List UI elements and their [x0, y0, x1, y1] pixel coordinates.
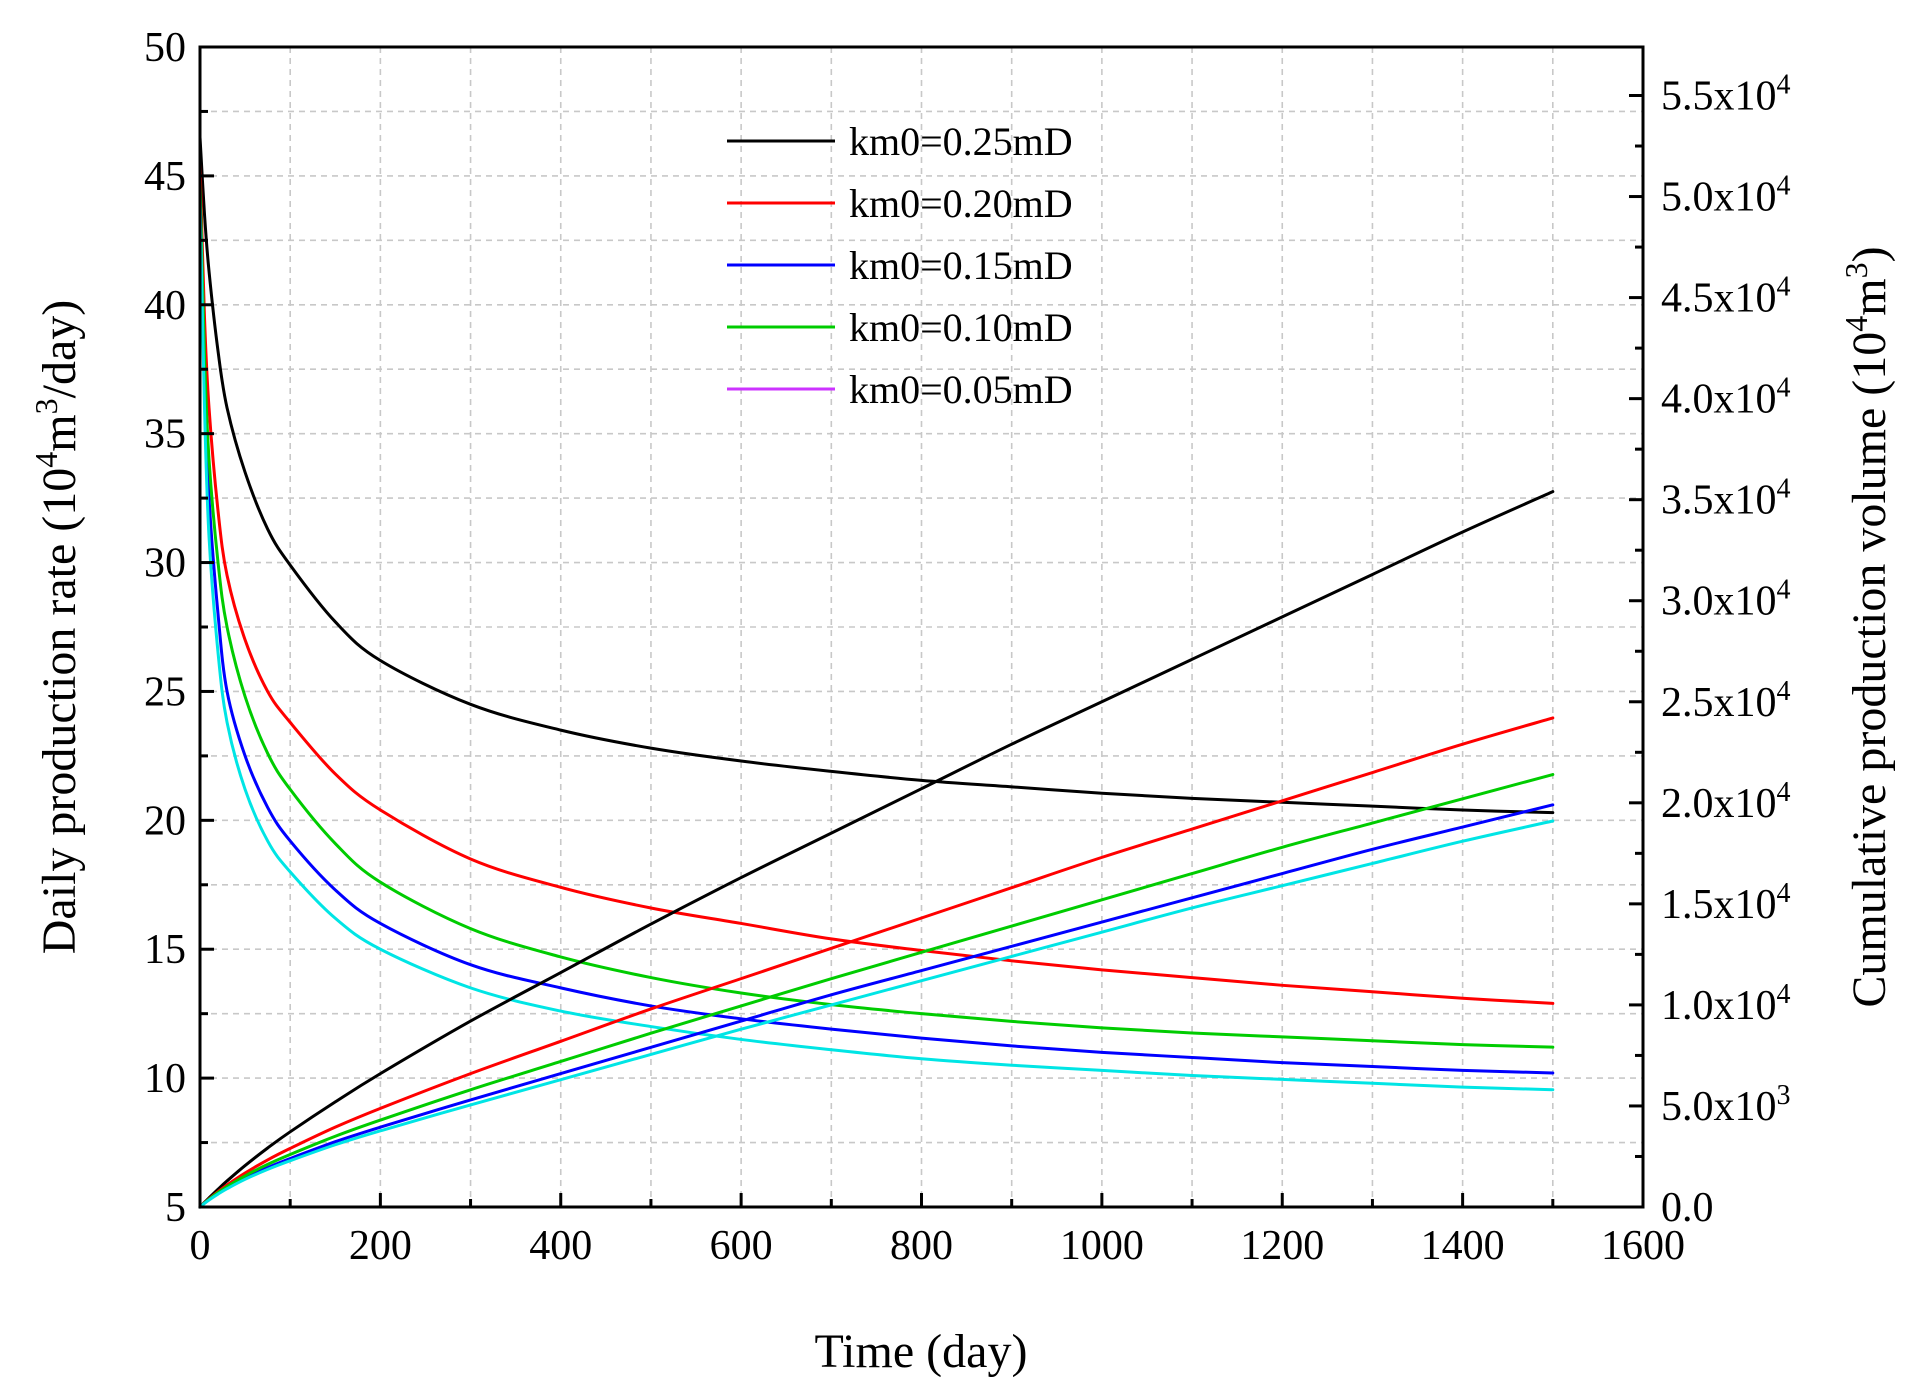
- series-line-km0-0-15md-rate: [198, 187, 1555, 1075]
- y-axis-title: Daily production rate (104m3/day): [28, 300, 86, 954]
- ticks: 0 200 400 600 800 1000 1200 1400 1600 5 10 15 20 25 30…: [144, 25, 1791, 1269]
- y2-tick-label: 4.5x104: [1661, 272, 1791, 322]
- y2-tick-label: 1.5x104: [1661, 878, 1791, 928]
- y2-tick-label: 1.0x104: [1661, 979, 1791, 1029]
- series-group: [198, 135, 1555, 1209]
- y-axis-title-exp-2: 3: [28, 398, 64, 414]
- legend-label: km0=0.10mD: [849, 305, 1073, 350]
- x-tick-label: 800: [890, 1223, 953, 1269]
- y-axis-title-part-2: m: [33, 414, 86, 451]
- y-tick-label: 25: [144, 669, 186, 715]
- y-tick-label: 35: [144, 412, 186, 458]
- x-tick-label: 1200: [1240, 1223, 1324, 1269]
- series-line-km0-0-10md-rate: [198, 179, 1555, 1049]
- y-tick-label: 15: [144, 927, 186, 973]
- y2-tick-label: 0.0: [1661, 1185, 1714, 1231]
- x-axis-title: Time (day): [815, 1325, 1028, 1378]
- legend-label: km0=0.15mD: [849, 243, 1073, 288]
- y-axis-title-exp-1: 4: [28, 452, 64, 468]
- y-tick-label: 20: [144, 798, 186, 844]
- x-tick-label: 1400: [1421, 1223, 1505, 1269]
- y2-tick-label: 3.5x104: [1661, 474, 1791, 524]
- series-line-km0-0-25md-rate: [198, 135, 1555, 815]
- y2-axis-title-part-1: Cumulative production volume (10: [1843, 332, 1896, 1008]
- series-line-km0-0-05md-cumulative: [198, 819, 1555, 1209]
- legend-label: km0=0.20mD: [849, 181, 1073, 226]
- series-line-km0-0-25md-cumulative: [198, 490, 1555, 1209]
- series-line-km0-0-05md-rate: [198, 195, 1555, 1092]
- x-tick-label: 400: [529, 1223, 592, 1269]
- y2-tick-label: 5.0x104: [1661, 171, 1791, 221]
- legend: km0=0.25mD km0=0.20mD km0=0.15mD km0=0.10mD…: [727, 119, 1073, 412]
- x-tick-label: 0: [190, 1223, 211, 1269]
- y2-axis-title: Cumulative production volume (104m3): [1838, 246, 1896, 1007]
- y-tick-label: 50: [144, 25, 186, 71]
- legend-label: km0=0.05mD: [849, 367, 1073, 412]
- y2-axis-title-part-3: ): [1843, 246, 1896, 262]
- y2-tick-label: 5.5x104: [1661, 70, 1791, 120]
- y2-tick-label: 4.0x104: [1661, 373, 1791, 423]
- y-tick-label: 5: [165, 1185, 186, 1231]
- x-tick-label: 1000: [1060, 1223, 1144, 1269]
- grid: [200, 47, 1643, 1207]
- y2-axis-title-exp-1: 4: [1838, 316, 1874, 332]
- y-tick-label: 10: [144, 1056, 186, 1102]
- y2-tick-label: 3.0x104: [1661, 575, 1791, 625]
- y-axis-title-part-3: /day): [33, 300, 86, 399]
- series-line-km0-0-20md-rate: [198, 161, 1555, 1005]
- y2-axis-title-part-2: m: [1843, 278, 1896, 315]
- y-tick-label: 30: [144, 541, 186, 587]
- y2-tick-label: 2.5x104: [1661, 676, 1791, 726]
- x-tick-label: 600: [710, 1223, 773, 1269]
- legend-label: km0=0.25mD: [849, 119, 1073, 164]
- y2-tick-label: 2.0x104: [1661, 777, 1791, 827]
- y2-tick-label: 5.0x103: [1661, 1080, 1791, 1130]
- x-tick-label: 200: [349, 1223, 412, 1269]
- series-line-km0-0-10md-cumulative: [198, 773, 1555, 1209]
- y2-axis-title-exp-2: 3: [1838, 262, 1874, 278]
- y-tick-label: 40: [144, 283, 186, 329]
- y-axis-title-part-1: Daily production rate (10: [33, 468, 86, 955]
- x-tick-label: 1600: [1601, 1223, 1685, 1269]
- y-tick-label: 45: [144, 154, 186, 200]
